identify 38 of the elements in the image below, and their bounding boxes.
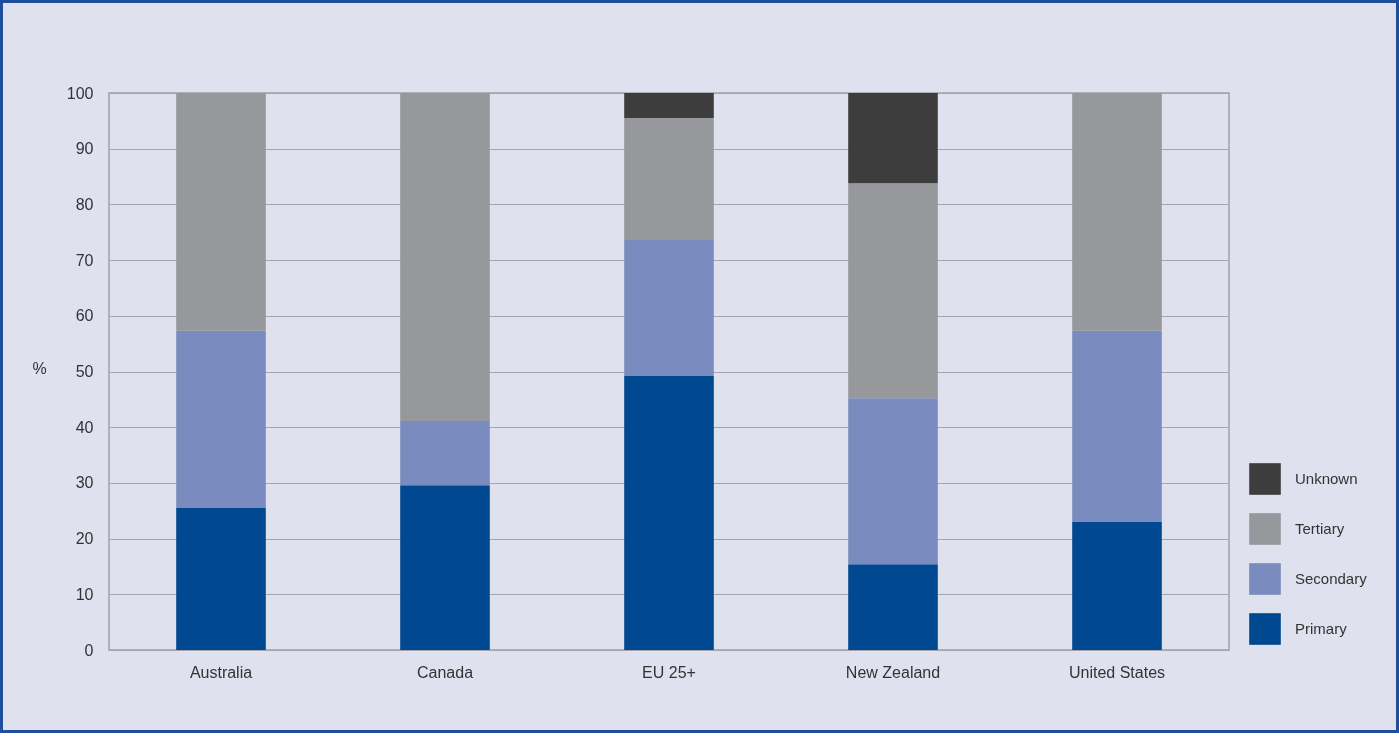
y-tick-label: 80: [75, 195, 94, 213]
bar: [176, 507, 266, 650]
bar: [176, 93, 266, 331]
y-tick-label: 0: [84, 641, 94, 659]
bar: [400, 421, 490, 486]
x-tick-label: United States: [1068, 663, 1166, 681]
y-tick-label: 40: [75, 418, 94, 436]
bar: [848, 564, 938, 650]
bar: [400, 93, 490, 422]
x-tick-label: Canada: [416, 663, 474, 681]
bar: [1072, 93, 1162, 331]
x-tick-label: Australia: [189, 663, 253, 681]
y-tick-label: 60: [75, 307, 94, 325]
bar: [1072, 521, 1162, 650]
legend-label: Unknown: [1295, 470, 1358, 487]
y-tick-label: 20: [75, 530, 94, 548]
bar: [624, 375, 714, 650]
bar: [1072, 330, 1162, 522]
x-tick-label: New Zealand: [845, 663, 941, 681]
bar: [848, 183, 938, 399]
bar: [176, 330, 266, 508]
bar: [848, 398, 938, 565]
y-tick-label: 100: [66, 84, 94, 102]
bar: [624, 93, 714, 119]
bar: [624, 240, 714, 376]
x-tick-label: EU 25+: [642, 663, 696, 681]
legend-label: Primary: [1295, 620, 1348, 637]
bar: [400, 485, 490, 650]
legend-label: Secondary: [1295, 570, 1368, 587]
y-tick-label: 90: [75, 140, 94, 158]
bar: [848, 93, 938, 184]
legend-label: Tertiary: [1295, 520, 1345, 537]
y-tick-label: 10: [75, 585, 94, 603]
y-tick-label: 30: [75, 474, 94, 492]
y-axis-title: %: [32, 359, 47, 377]
bar: [624, 118, 714, 241]
y-tick-label: 50: [75, 363, 94, 380]
y-tick-label: 70: [75, 251, 94, 269]
